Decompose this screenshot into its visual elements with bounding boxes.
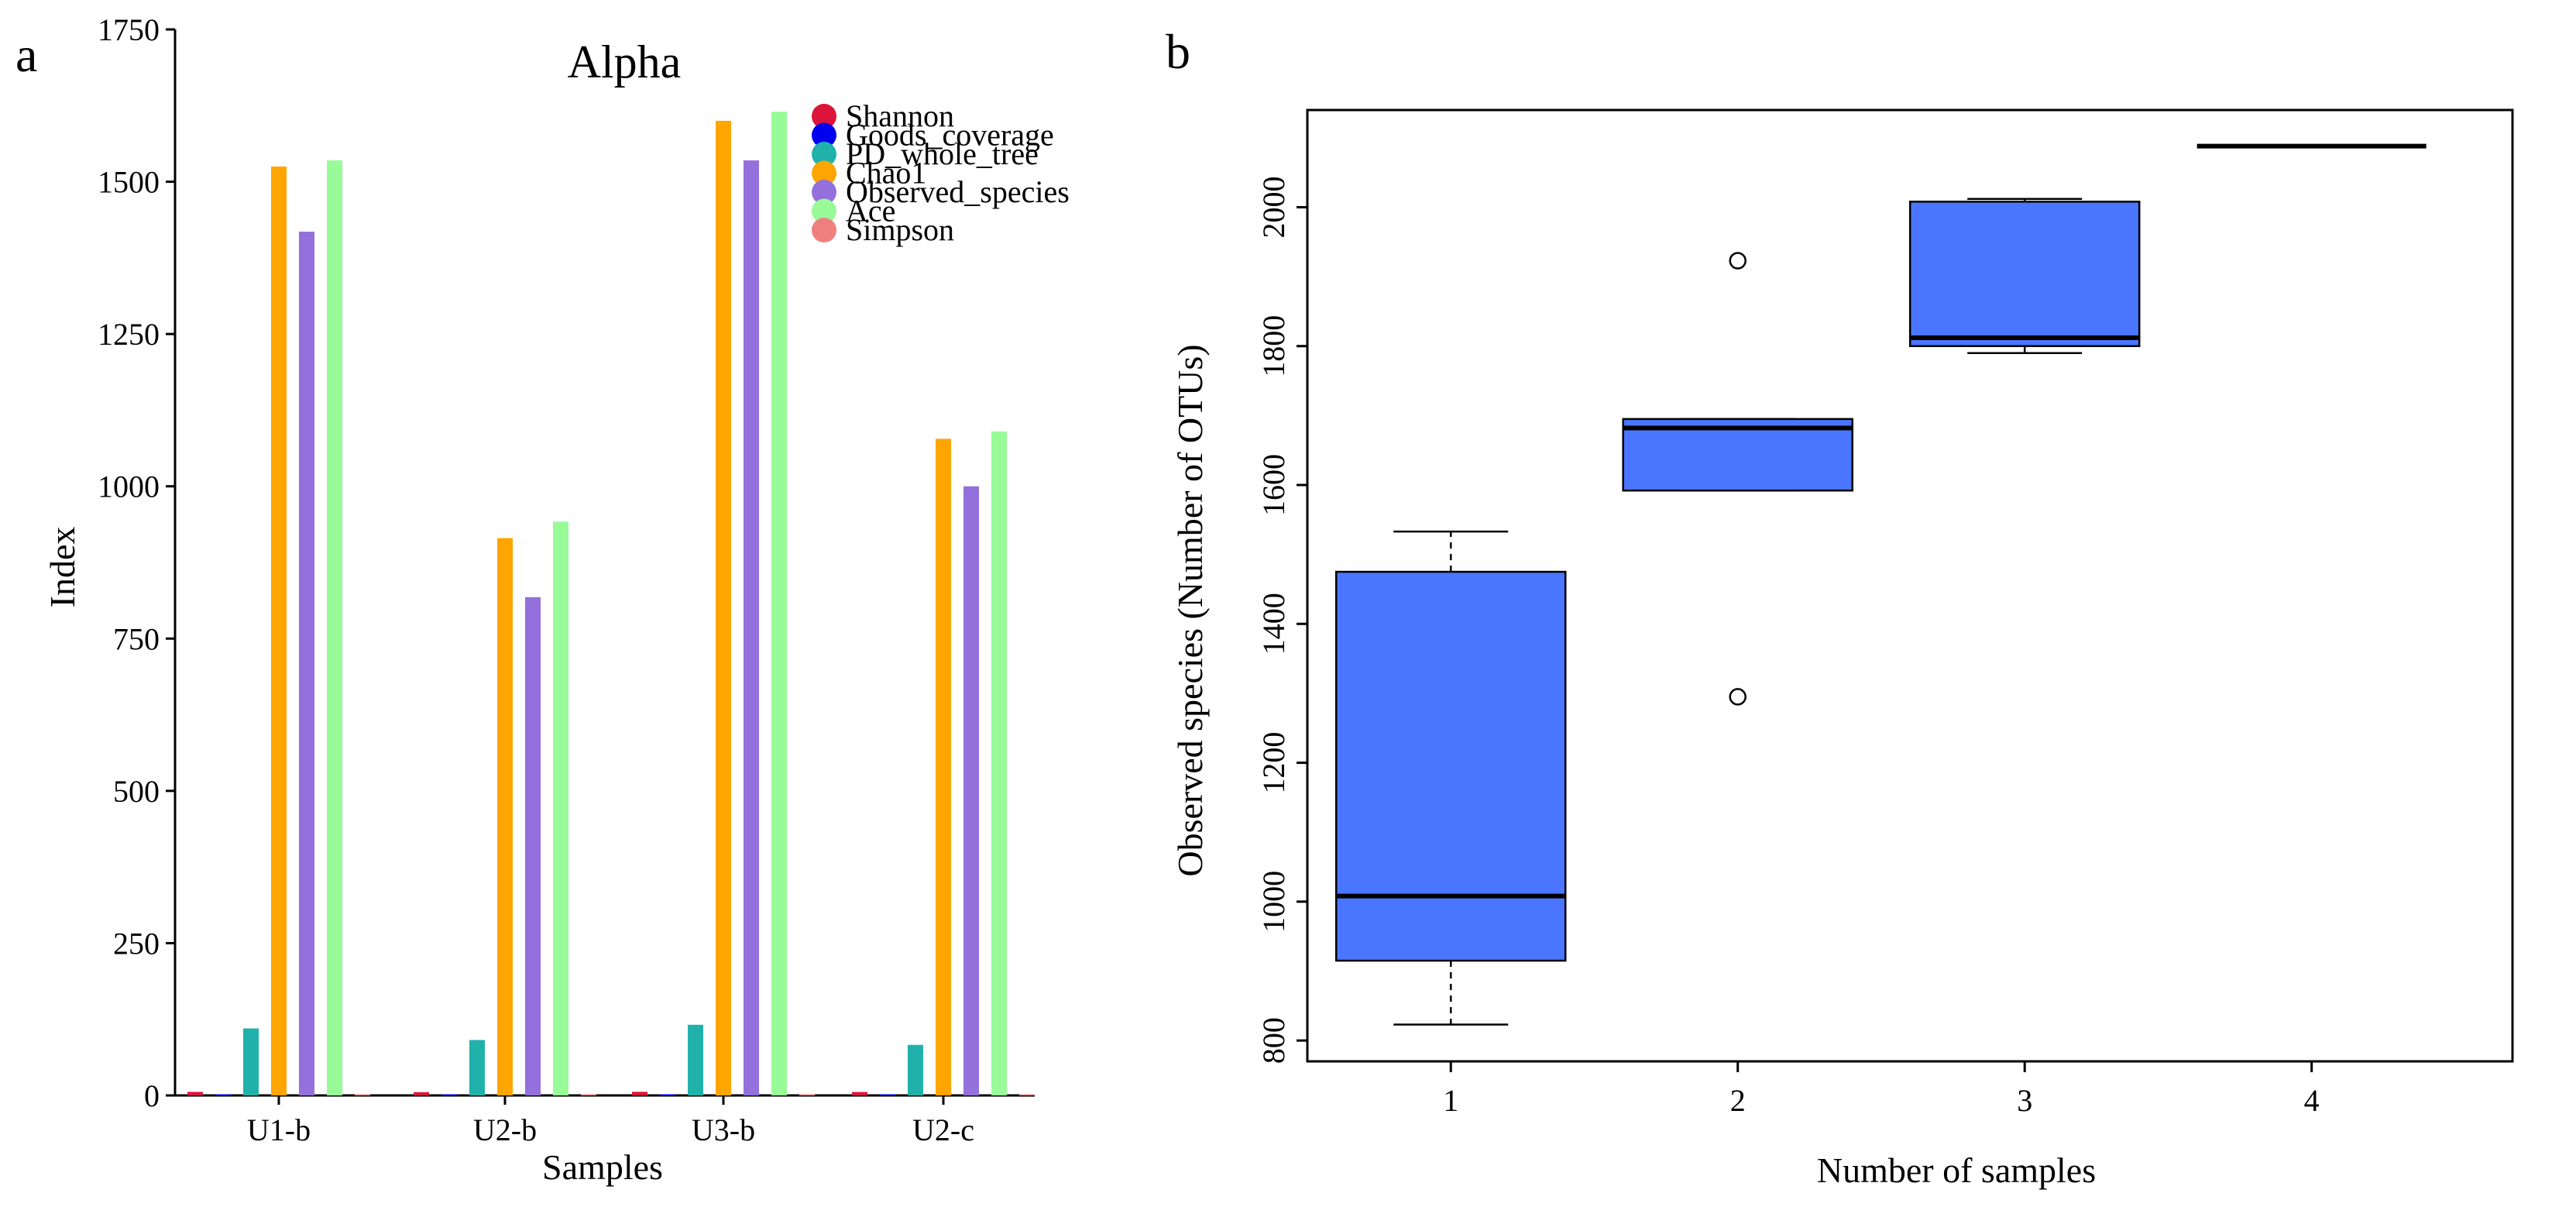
legend-label: Ace (846, 194, 895, 229)
y-tick-label: 1250 (98, 317, 160, 352)
outlier-point (1729, 688, 1747, 706)
box (1622, 418, 1853, 492)
chart-a-legend: ShannonGoods_coveragePD_whole_treeChao1O… (812, 98, 1070, 247)
bar (880, 1094, 895, 1095)
panel-letter-b: b (1166, 24, 1190, 79)
bar (187, 1092, 203, 1095)
bar (553, 521, 568, 1095)
bar (271, 166, 287, 1095)
y-tick-label: 750 (113, 621, 160, 656)
x-tick-label: U2-c (912, 1112, 974, 1147)
bar (469, 1040, 485, 1095)
x-tick-label: 3 (2017, 1083, 2032, 1118)
chart-b-x-ticks: 1 2 3 4 (1443, 1061, 2320, 1118)
bar (936, 438, 951, 1095)
y-tick-label: 1750 (98, 12, 160, 47)
legend-marker (812, 122, 836, 148)
legend-marker (812, 104, 836, 129)
bar (299, 232, 314, 1095)
legend-marker (812, 218, 836, 242)
chart-a-bars (187, 112, 1035, 1096)
box (1334, 570, 1567, 962)
chart-a-y-ticks: 0 250 500 750 1000 1250 1500 1750 (98, 12, 175, 1113)
legend-label: Chao1 (846, 156, 926, 191)
bar (963, 486, 979, 1095)
chart-b-x-label: Number of samples (1817, 1150, 2096, 1190)
chart-b-frame (1306, 108, 2514, 1063)
x-tick-label: 1 (1443, 1083, 1458, 1118)
legend-marker (812, 160, 836, 186)
x-tick-label: U2-b (473, 1112, 537, 1147)
panel-letter-a: a (15, 27, 37, 82)
legend-label: Simpson (846, 212, 954, 247)
legend-marker (812, 180, 836, 205)
bar (243, 1028, 259, 1095)
y-tick-label: 800 (1256, 1017, 1291, 1064)
outlier-point (1729, 252, 1747, 270)
y-tick-label: 500 (113, 774, 160, 809)
bar (355, 1094, 370, 1095)
bar (744, 160, 759, 1096)
y-tick-label: 1200 (1256, 732, 1291, 794)
y-tick-label: 1500 (98, 165, 160, 200)
bar (799, 1094, 815, 1095)
bar (852, 1092, 867, 1095)
observed-species-box-chart: 800 1000 1200 1400 1600 1800 2000 1 2 3 4 Number … (1170, 108, 2514, 1190)
y-tick-label: 1600 (1256, 454, 1291, 516)
box (1908, 201, 2141, 348)
legend-label: PD_whole_tree (846, 136, 1039, 171)
bar (716, 120, 731, 1095)
y-tick-label: 1000 (98, 469, 160, 504)
chart-a-x-label: Samples (542, 1147, 663, 1187)
legend-marker (812, 198, 836, 224)
chart-a-title: Alpha (568, 36, 682, 88)
chart-a-y-label: Index (43, 527, 82, 608)
bar (414, 1092, 429, 1095)
bar (441, 1094, 457, 1095)
bar (215, 1094, 231, 1095)
bar (908, 1044, 923, 1095)
legend-label: Shannon (846, 98, 954, 133)
bar (771, 112, 787, 1096)
alpha-bar-chart: Alpha 0 250 500 750 1000 1250 1500 1750 U1-b U2-… (43, 12, 1070, 1187)
y-tick-label: 1800 (1256, 315, 1291, 377)
bar (688, 1024, 703, 1095)
bar (497, 538, 513, 1095)
legend-label: Observed_species (846, 174, 1070, 209)
bar (327, 160, 342, 1096)
x-tick-label: 2 (1730, 1083, 1746, 1118)
bar (525, 597, 541, 1095)
legend-marker (812, 142, 836, 167)
chart-b-boxes (1334, 143, 2427, 1026)
legend-label: Goods_coverage (846, 118, 1054, 153)
x-tick-label: U3-b (692, 1112, 755, 1147)
y-tick-label: 2000 (1256, 176, 1291, 238)
bar (991, 431, 1007, 1095)
bar (660, 1094, 675, 1095)
bar (632, 1092, 647, 1095)
bar (1019, 1094, 1035, 1095)
y-tick-label: 1400 (1256, 593, 1291, 655)
y-tick-label: 0 (144, 1078, 160, 1113)
bar (581, 1094, 596, 1095)
x-tick-label: U1-b (247, 1112, 311, 1147)
y-tick-label: 1000 (1256, 871, 1291, 933)
chart-b-y-label: Observed species (Number of OTUs) (1170, 344, 1210, 876)
y-tick-label: 250 (113, 926, 160, 961)
chart-b-y-ticks: 800 1000 1200 1400 1600 1800 2000 (1256, 176, 1307, 1064)
chart-a-x-ticks: U1-b U2-b U3-b U2-c (247, 1095, 974, 1147)
x-tick-label: 4 (2304, 1083, 2320, 1118)
